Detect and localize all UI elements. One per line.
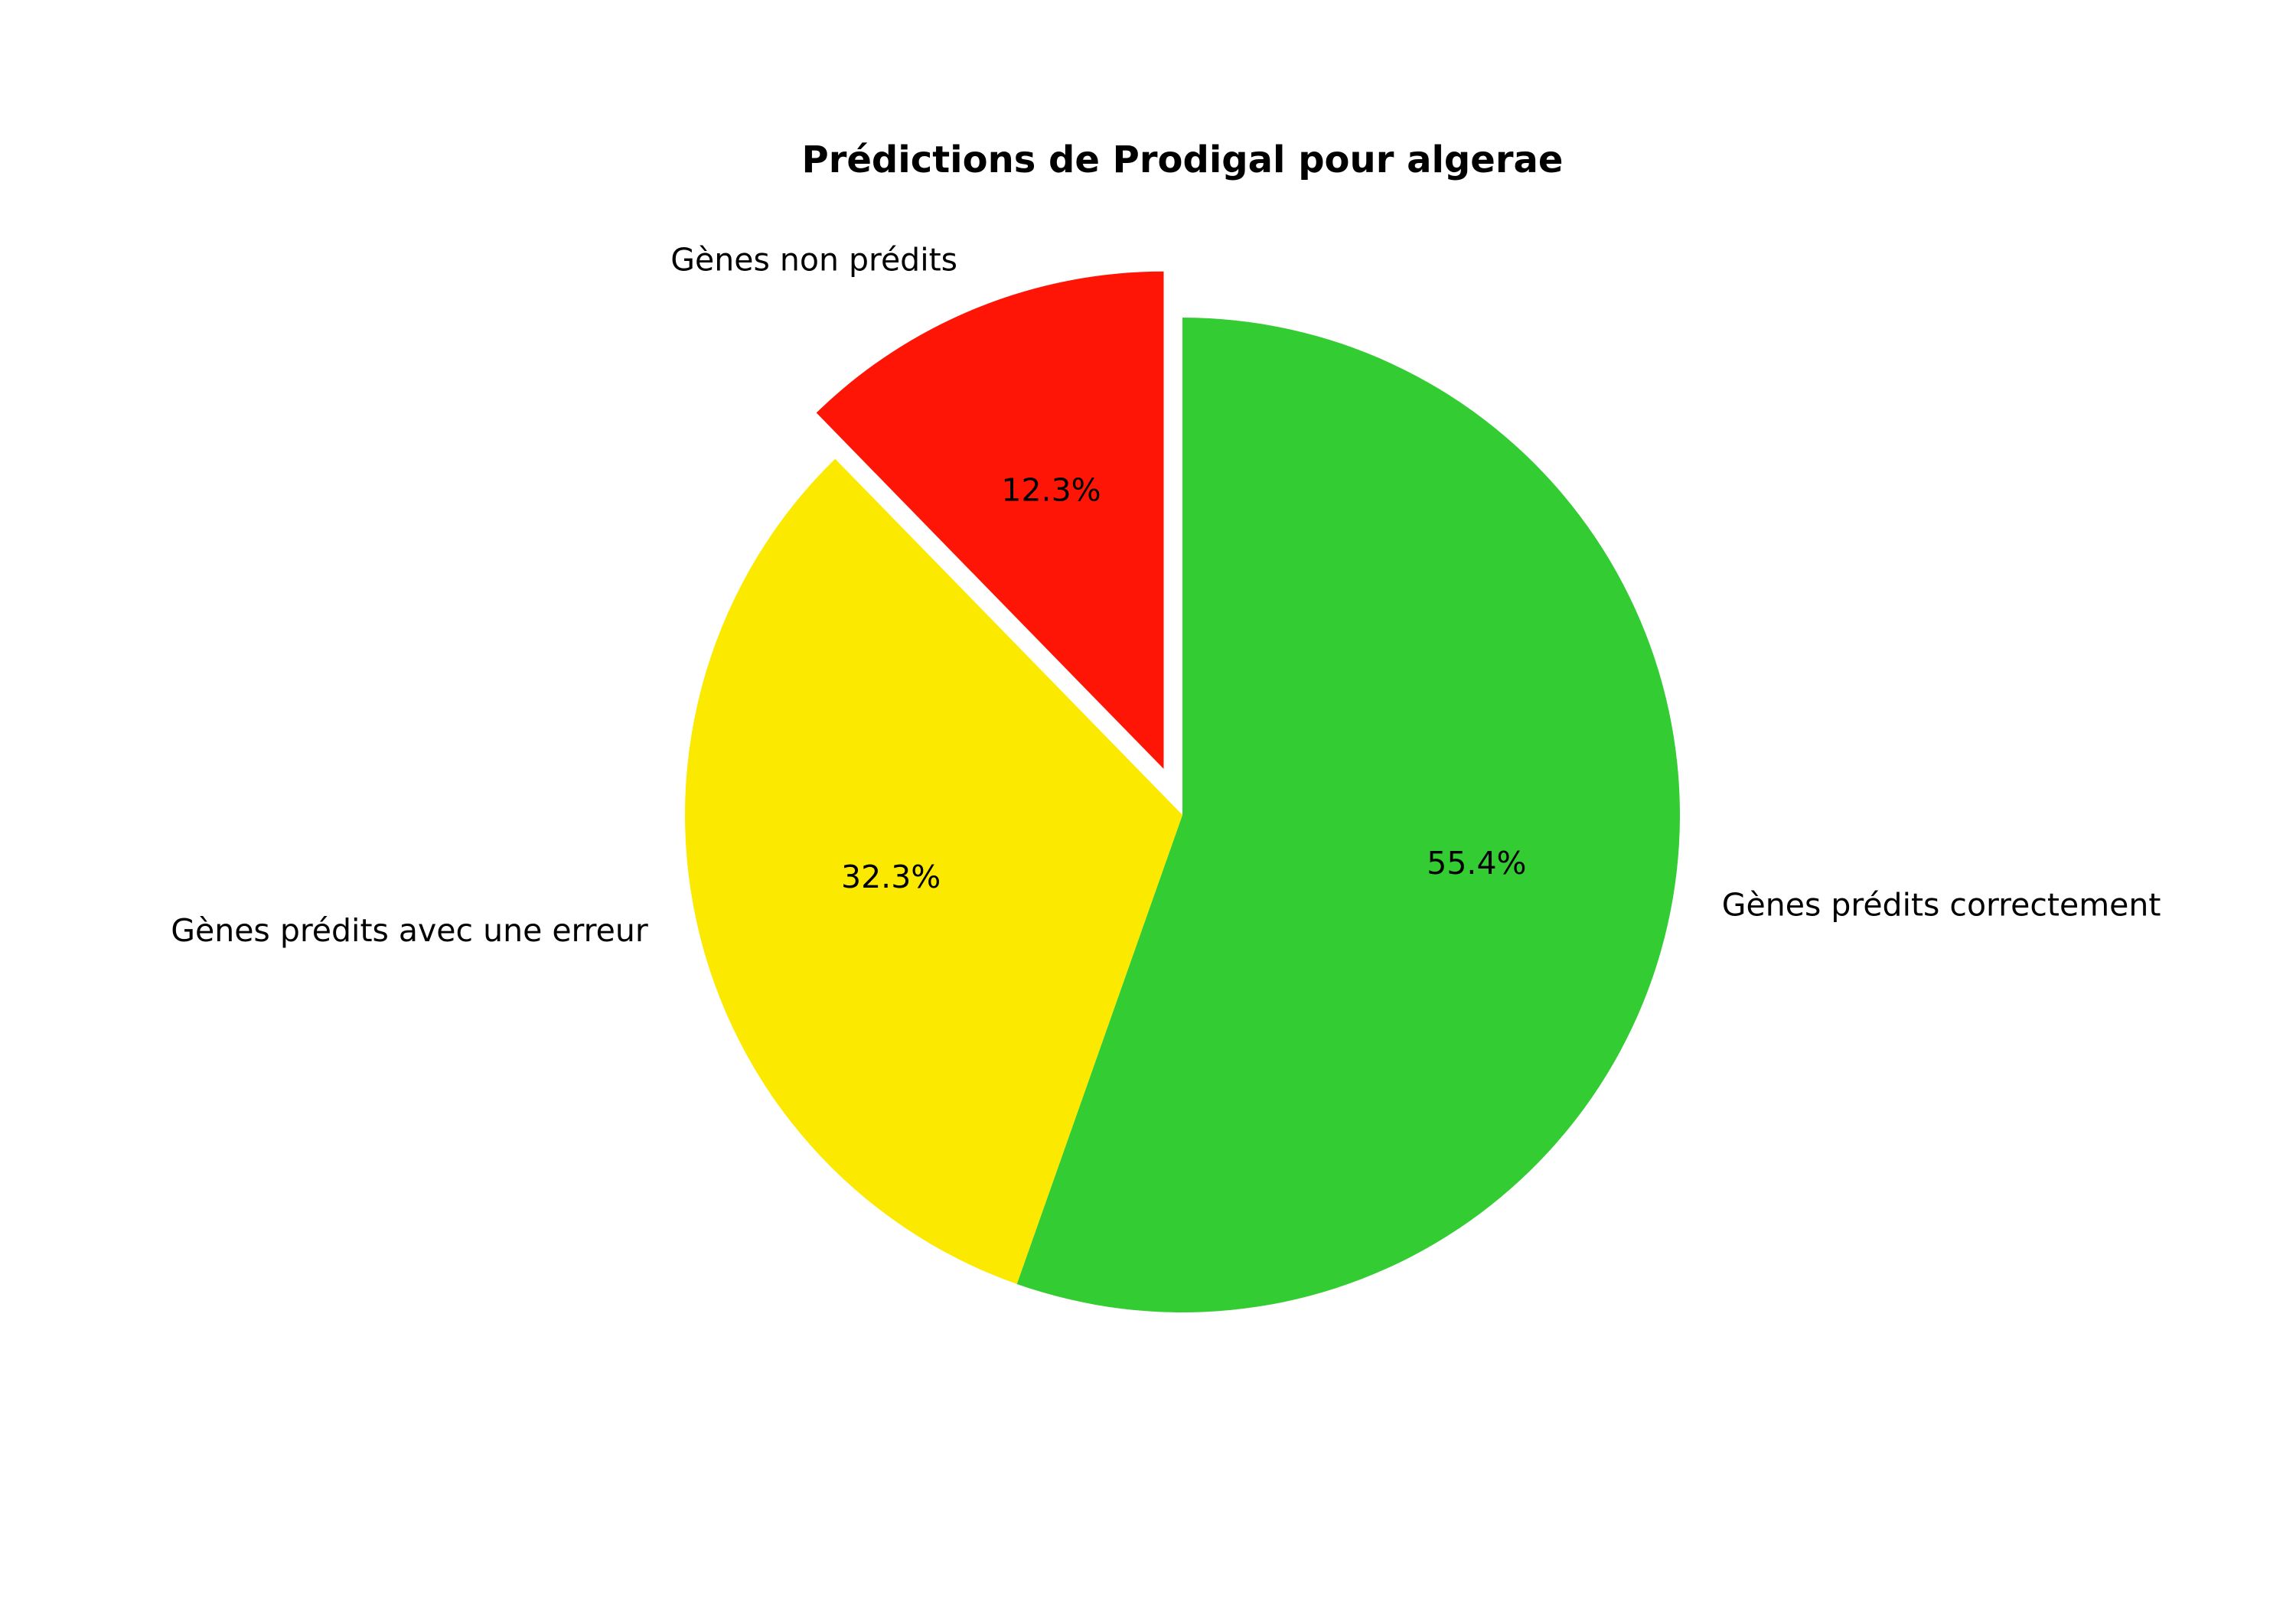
slice-percent-label: 32.3% (841, 859, 941, 895)
slice-label: Gènes prédits correctement (1722, 887, 2161, 924)
pie-slice (684, 458, 1182, 1284)
slice-percent-label: 55.4% (1427, 845, 1526, 882)
pie-slice (1016, 318, 1680, 1312)
slice-label: Gènes prédits avec une erreur (171, 912, 648, 949)
pie-labels: Gènes prédits correctement 55.4% Gènes pré… (171, 242, 2161, 949)
pie-slices (684, 271, 1680, 1312)
chart-title: Prédictions de Prodigal pour algerae (802, 139, 1564, 181)
slice-percent-label: 12.3% (1001, 472, 1101, 509)
slice-label: Gènes non prédits (670, 242, 957, 279)
pie-slice (816, 271, 1164, 769)
